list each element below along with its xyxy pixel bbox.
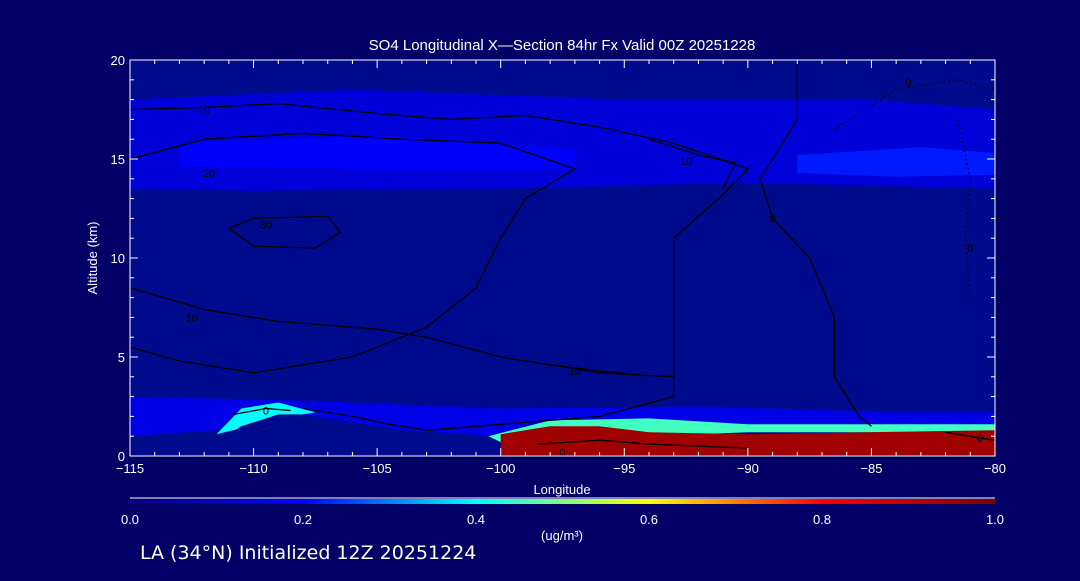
concentration-bands — [130, 89, 995, 455]
contour-line-9 — [537, 439, 748, 449]
band-mountain-plume — [216, 402, 316, 435]
terrain-layer — [130, 414, 995, 456]
initialization-caption: LA (34°N) Initialized 12Z 20251224 — [140, 542, 477, 564]
colorbar-tick-label: 0.8 — [813, 512, 831, 527]
contour-line-1 — [130, 132, 577, 374]
y-tick-label: 10 — [111, 251, 125, 266]
band-upper-core — [179, 135, 575, 169]
y-tick-label: 20 — [111, 53, 125, 68]
contour-line-4 — [648, 138, 737, 189]
contour-label: 20 — [203, 168, 215, 180]
contour-label: 0 — [263, 405, 269, 417]
x-tick-label: −100 — [486, 461, 515, 476]
contour-line-7 — [759, 60, 872, 427]
contour-lines: 10 20 30 10 10 0 10 0 0 0 0 0 — [130, 60, 995, 459]
contour-line-8 — [945, 431, 995, 441]
x-tick-label: −90 — [737, 461, 759, 476]
x-tick-label: −95 — [613, 461, 635, 476]
colorbar-tick-label: 0.6 — [640, 512, 658, 527]
contour-line-5 — [233, 407, 291, 416]
contour-label: 0 — [977, 433, 983, 445]
terrain-profile — [130, 414, 995, 456]
contour-label: 10 — [569, 366, 581, 378]
colorbar-label: (ug/m³) — [541, 528, 583, 543]
plot-area: 10 20 30 10 10 0 10 0 0 0 0 0 — [130, 60, 995, 459]
colorbar: 0.0 0.2 0.4 0.6 0.8 1.0 — [121, 497, 1004, 527]
x-axis: −115 −110 −105 −100 −95 −90 −85 −80 — [116, 60, 1006, 476]
colorbar-tick-label: 0.4 — [467, 512, 485, 527]
x-axis-label: Longitude — [533, 482, 590, 497]
contour-label: 10 — [198, 105, 210, 117]
y-tick-label: 0 — [118, 449, 125, 464]
x-tick-label: −115 — [116, 461, 144, 476]
colorbar-tick-label: 0.0 — [121, 512, 139, 527]
x-tick-label: −85 — [860, 461, 882, 476]
dotted-contour-1 — [957, 119, 971, 298]
colorbar-gradient — [130, 499, 995, 504]
y-tick-label: 5 — [118, 350, 125, 365]
y-axis-label: Altitude (km) — [85, 222, 100, 295]
contour-line-0 — [130, 102, 750, 431]
x-tick-label: −105 — [362, 461, 391, 476]
dotted-contour-0 — [834, 79, 995, 130]
band-right-core — [797, 147, 995, 177]
colorbar-tick-label: 1.0 — [986, 512, 1004, 527]
contour-label: 10 — [186, 312, 198, 324]
contour-label: 0 — [905, 77, 911, 89]
y-axis: 0 5 10 15 20 — [111, 53, 995, 464]
contour-line-6 — [550, 364, 637, 376]
contour-label: 0 — [559, 447, 565, 459]
contour-label: 0 — [967, 243, 973, 255]
chart-title: SO4 Longitudinal X—Section 84hr Fx Valid… — [369, 37, 756, 54]
contour-label: 0 — [770, 213, 776, 225]
contour-line-3 — [130, 287, 674, 378]
contour-line-2 — [228, 215, 342, 249]
band-boundary-plume — [500, 426, 995, 455]
colorbar-tick-label: 0.2 — [294, 512, 312, 527]
contour-label: 30 — [260, 219, 272, 231]
contour-label: 10 — [680, 156, 692, 168]
y-tick-label: 15 — [111, 152, 125, 167]
x-tick-label: −80 — [984, 461, 1006, 476]
x-tick-label: −110 — [239, 461, 267, 476]
